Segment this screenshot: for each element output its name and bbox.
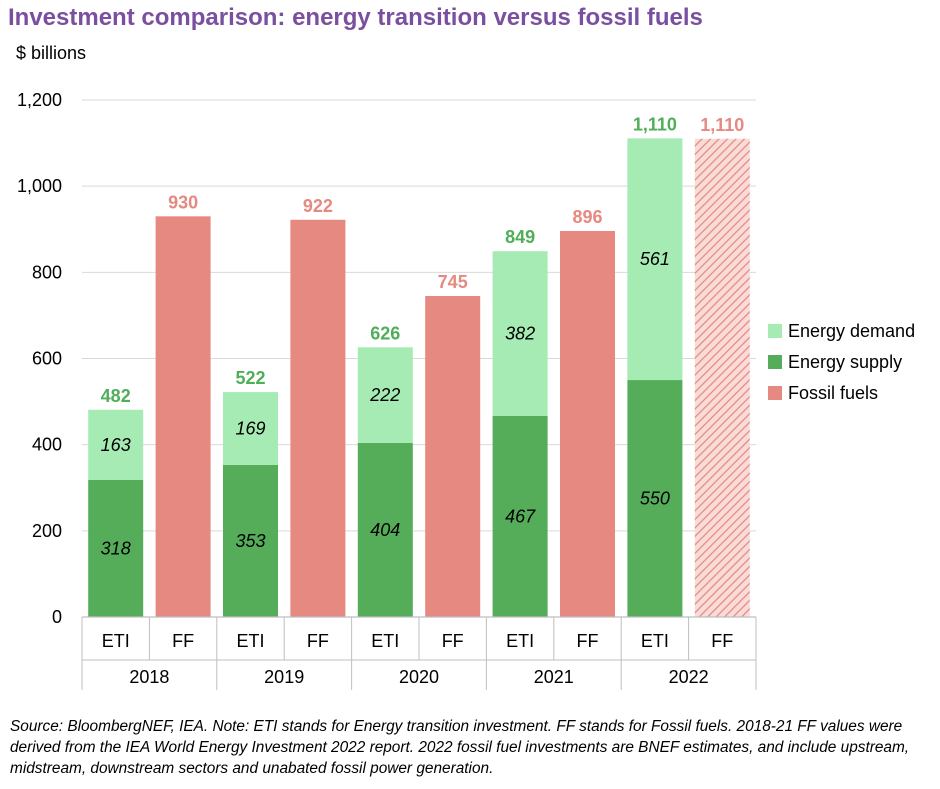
label-energy-demand: 561 bbox=[640, 249, 670, 269]
x-group-label: 2018 bbox=[129, 667, 169, 687]
label-eti-total: 522 bbox=[235, 368, 265, 388]
label-energy-supply: 467 bbox=[505, 506, 536, 526]
x-tick-label: FF bbox=[711, 631, 733, 651]
y-axis-unit-label: $ billions bbox=[16, 43, 87, 63]
label-ff-total: 930 bbox=[168, 192, 198, 212]
y-tick-label: 600 bbox=[32, 349, 62, 369]
label-eti-total: 482 bbox=[101, 386, 131, 406]
label-energy-supply: 318 bbox=[101, 538, 131, 558]
label-energy-supply: 404 bbox=[370, 520, 400, 540]
bar-energy-supply bbox=[223, 464, 278, 617]
bar-energy-supply bbox=[627, 380, 683, 617]
bar-fossil-fuels bbox=[290, 219, 346, 617]
x-tick-label: ETI bbox=[371, 631, 399, 651]
legend-label: Energy demand bbox=[788, 321, 915, 341]
label-energy-demand: 169 bbox=[235, 419, 265, 439]
y-tick-label: 0 bbox=[52, 607, 62, 627]
bar-fossil-fuels bbox=[560, 230, 615, 617]
x-tick-label: ETI bbox=[236, 631, 264, 651]
chart-title: Investment comparison: energy transition… bbox=[8, 4, 703, 31]
data-labels: 318 163 482 930 353 169 522 922 404 222 626 745 467 3… bbox=[101, 114, 745, 558]
x-group-label: 2021 bbox=[534, 667, 574, 687]
label-energy-demand: 382 bbox=[505, 324, 535, 344]
x-tick-label: ETI bbox=[506, 631, 534, 651]
y-tick-label: 1,000 bbox=[17, 176, 62, 196]
bar-energy-demand bbox=[88, 409, 144, 480]
legend-label: Energy supply bbox=[788, 352, 902, 372]
x-tick-label: FF bbox=[172, 631, 194, 651]
bar-energy-demand bbox=[492, 251, 548, 416]
x-tick-label: FF bbox=[307, 631, 329, 651]
y-tick-label: 800 bbox=[32, 262, 62, 282]
bar-energy-demand bbox=[223, 392, 278, 465]
label-energy-demand: 163 bbox=[101, 435, 131, 455]
bar-energy-demand bbox=[627, 138, 683, 381]
label-ff-total: 922 bbox=[303, 196, 333, 216]
label-eti-total: 1,110 bbox=[633, 114, 677, 134]
x-tick-label: ETI bbox=[641, 631, 669, 651]
bar-fossil-fuels bbox=[425, 296, 481, 617]
y-tick-label: 1,200 bbox=[17, 90, 62, 110]
bars bbox=[88, 138, 750, 617]
bar-energy-supply bbox=[357, 442, 413, 617]
label-eti-total: 849 bbox=[505, 227, 535, 247]
y-tick-label: 400 bbox=[32, 435, 62, 455]
bar-fossil-fuels bbox=[155, 216, 211, 617]
label-energy-supply: 353 bbox=[235, 531, 265, 551]
legend-swatch bbox=[768, 386, 782, 400]
x-tick-label: FF bbox=[577, 631, 599, 651]
y-tick-label: 200 bbox=[32, 521, 62, 541]
label-energy-supply: 550 bbox=[640, 489, 670, 509]
legend: Energy demand Energy supply Fossil fuels bbox=[768, 321, 915, 403]
bar-fossil-fuels bbox=[694, 138, 750, 617]
x-group-label: 2022 bbox=[669, 667, 709, 687]
label-ff-total: 1,110 bbox=[700, 115, 744, 135]
x-group-label: 2019 bbox=[264, 667, 304, 687]
legend-swatch bbox=[768, 355, 782, 369]
bar-energy-supply bbox=[492, 415, 548, 617]
legend-label: Fossil fuels bbox=[788, 383, 878, 403]
legend-swatch bbox=[768, 324, 782, 338]
x-tick-label: ETI bbox=[102, 631, 130, 651]
label-eti-total: 626 bbox=[370, 323, 400, 343]
bar-energy-supply bbox=[88, 479, 144, 617]
x-tick-label: FF bbox=[442, 631, 464, 651]
x-group-label: 2020 bbox=[399, 667, 439, 687]
bar-energy-demand bbox=[357, 347, 413, 443]
label-ff-total: 745 bbox=[438, 272, 468, 292]
label-ff-total: 896 bbox=[572, 207, 602, 227]
source-note: Source: BloombergNEF, IEA. Note: ETI sta… bbox=[10, 718, 910, 777]
label-energy-demand: 222 bbox=[369, 385, 400, 405]
